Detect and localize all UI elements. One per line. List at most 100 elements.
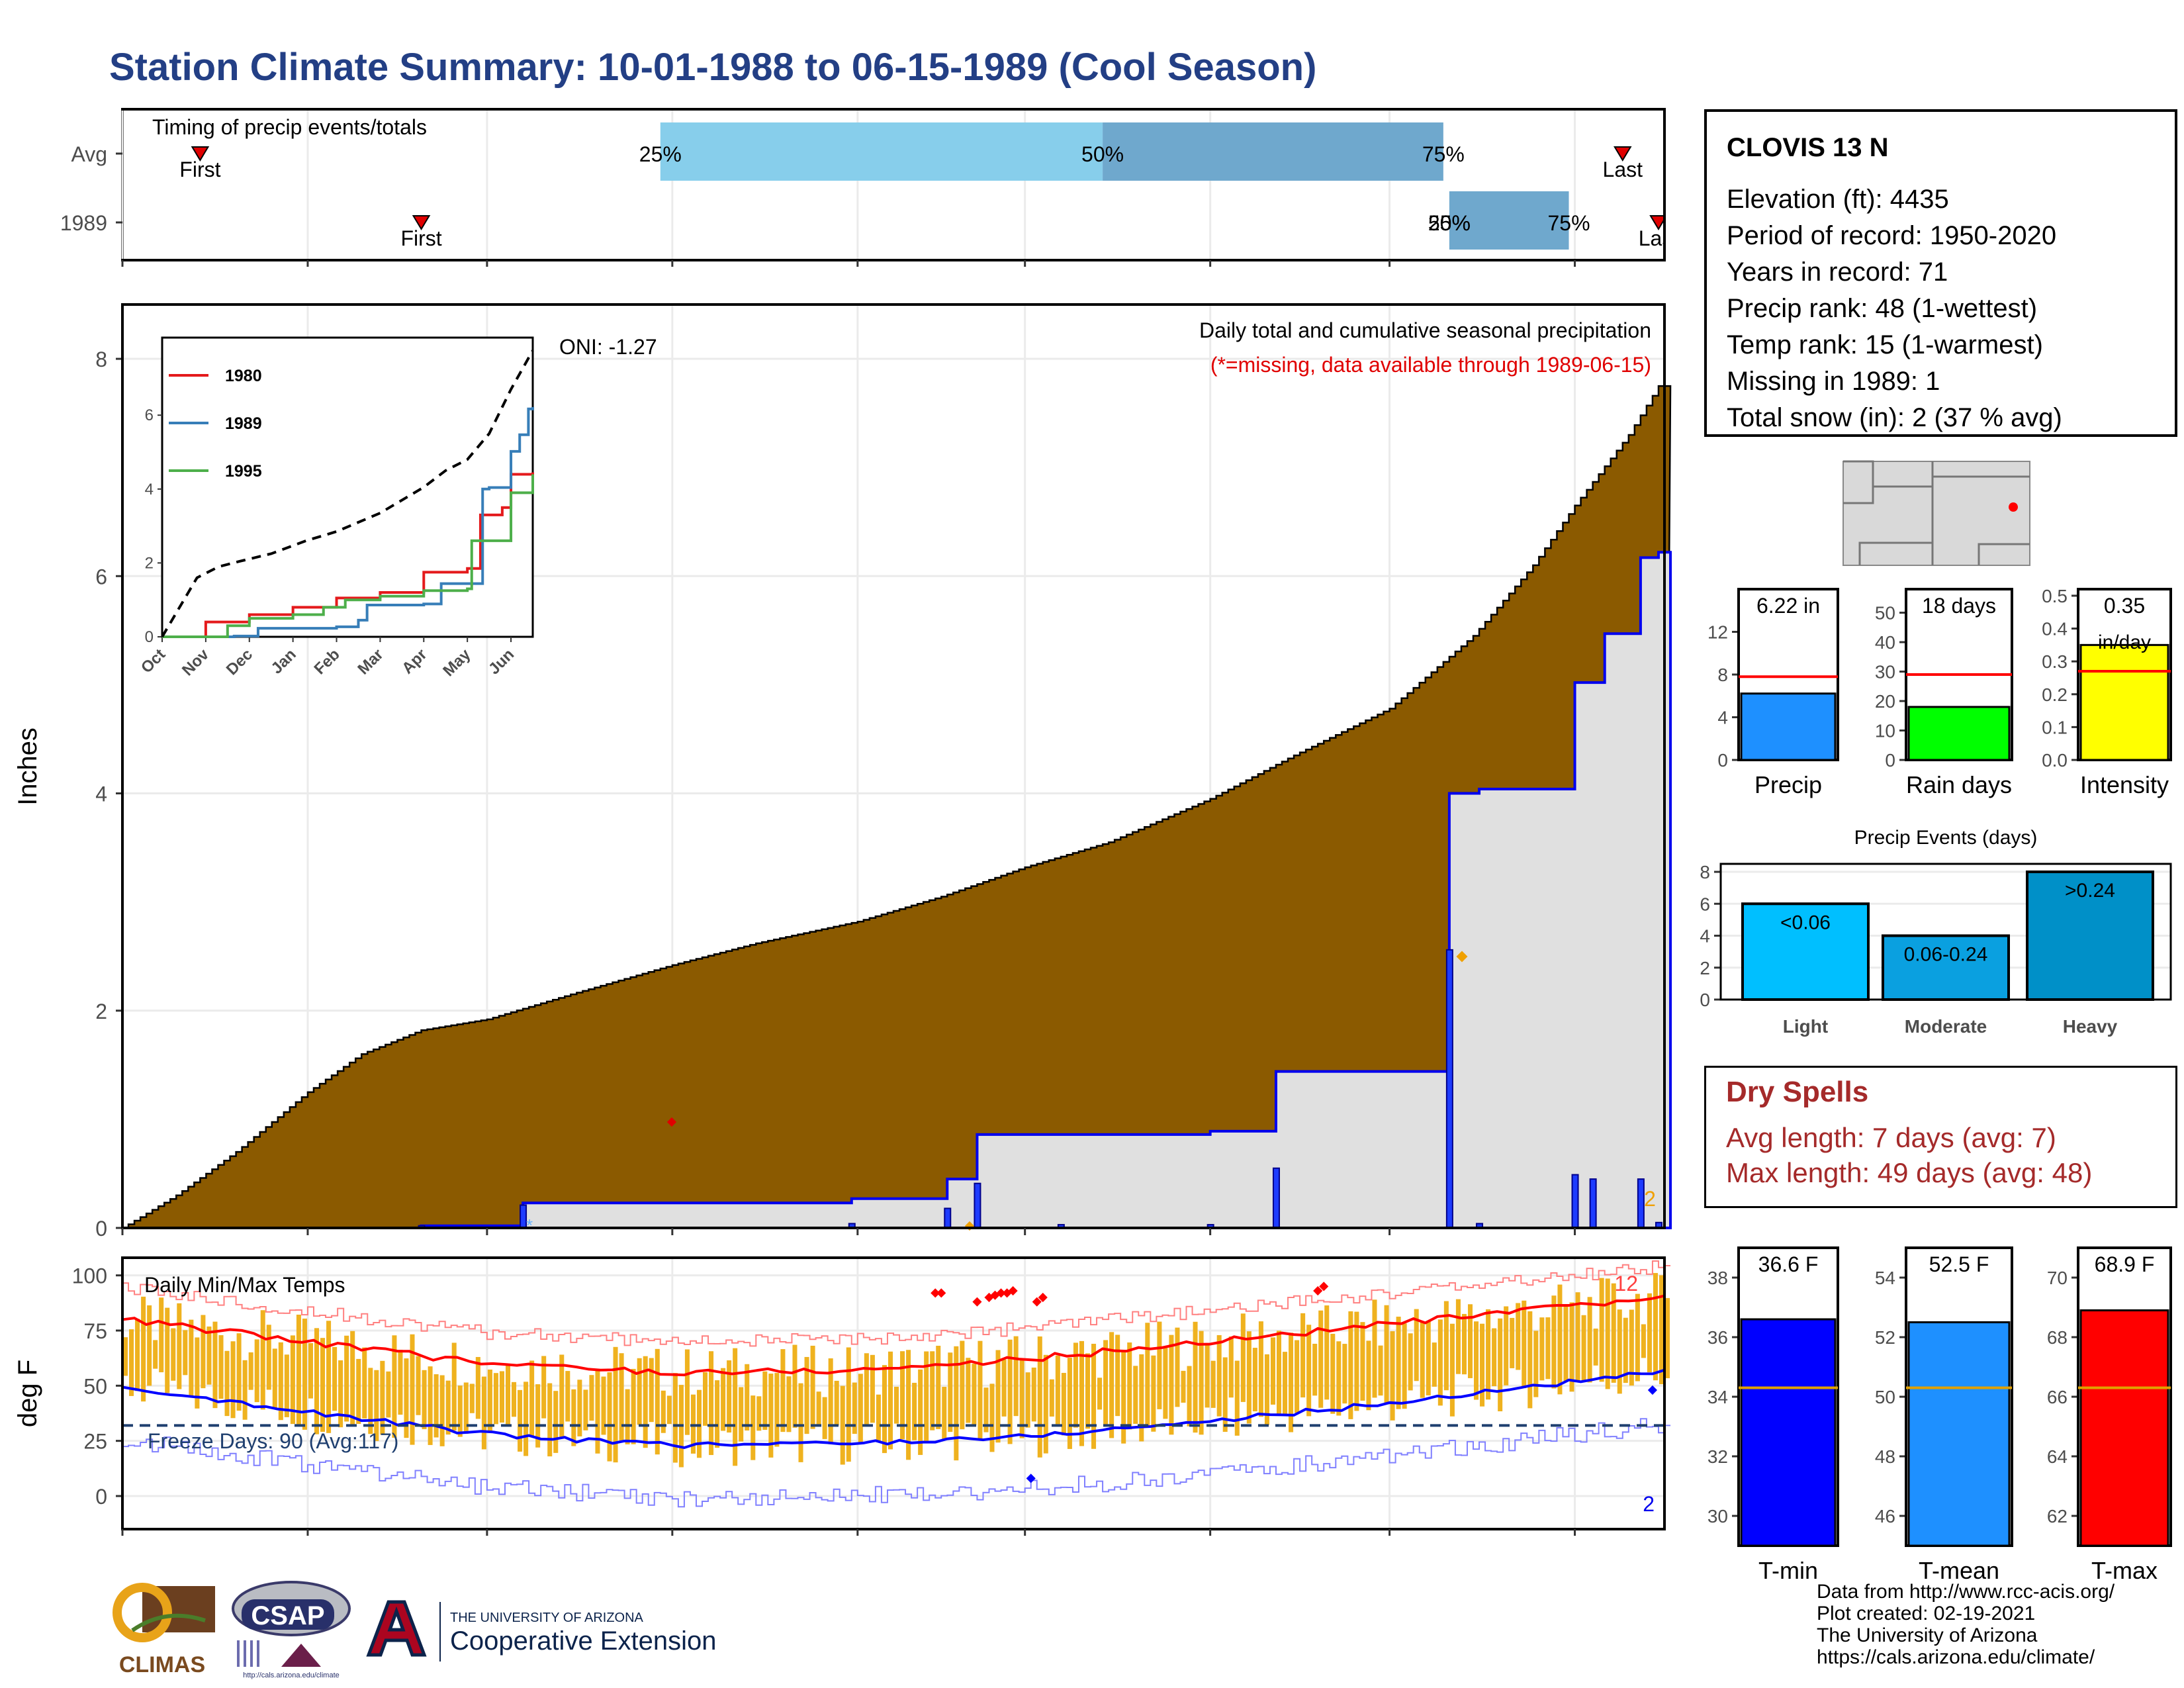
temp-daily-bar xyxy=(1109,1332,1115,1438)
temp-record-high-marker xyxy=(1313,1286,1323,1296)
temp-daily-bar xyxy=(1246,1331,1251,1424)
temp-daily-bar xyxy=(1527,1311,1533,1409)
footer-line-data: Data from http://www.rcc-acis.org/ xyxy=(1817,1581,2115,1603)
tmax-y-tick-label: 70 xyxy=(2047,1268,2068,1288)
precip-events-category-label: Light xyxy=(1783,1016,1828,1037)
temp-daily-bar xyxy=(260,1310,265,1410)
temp-daily-bar xyxy=(1480,1323,1485,1407)
tmin-category-label: T-min xyxy=(1758,1557,1818,1584)
temp-daily-bar xyxy=(344,1335,349,1422)
state-map-border xyxy=(1978,543,2030,565)
temp-daily-bar xyxy=(1199,1331,1204,1435)
precip-1989-cumulative-area xyxy=(122,551,1672,1229)
tmin-y-tick-label: 36 xyxy=(1707,1327,1728,1348)
intensity-y-tick-label: 0.3 xyxy=(2042,651,2068,672)
ua-logo-graphic: THE UNIVERSITY OF ARIZONA Cooperative Ex… xyxy=(366,1600,716,1662)
station-missing: Missing in 1989: 1 xyxy=(1727,367,1940,396)
timeline-first-label: First xyxy=(400,226,441,250)
temp-daily-bar xyxy=(565,1371,570,1422)
temp-daily-bar xyxy=(1151,1355,1156,1432)
timeline-p50-label: 50% xyxy=(1081,142,1124,166)
temp-daily-bar xyxy=(1516,1303,1521,1370)
climas-logo-text: CLIMAS xyxy=(119,1652,205,1677)
temp-daily-bar xyxy=(1306,1325,1312,1417)
temp-daily-bar xyxy=(1115,1335,1120,1417)
temp-daily-bar xyxy=(1533,1331,1539,1397)
temp-daily-bar xyxy=(135,1319,140,1391)
temp-daily-bar xyxy=(350,1331,355,1425)
precip-events-y-tick-label: 0 xyxy=(1700,990,1710,1010)
timeline-first-marker xyxy=(412,215,431,230)
temp-daily-bar xyxy=(619,1353,624,1442)
timeline-first-label: First xyxy=(179,158,220,181)
temp-avg-min-line xyxy=(122,1368,1665,1450)
tmin-bar xyxy=(1740,1318,1837,1547)
temp-daily-bar xyxy=(230,1341,236,1419)
temp-daily-bar xyxy=(296,1314,301,1425)
temp-daily-bar xyxy=(792,1344,797,1428)
temp-panel-border xyxy=(121,1256,1666,1530)
temp-daily-bar xyxy=(1593,1329,1598,1366)
temp-daily-bar xyxy=(1091,1344,1097,1449)
temp-daily-bar xyxy=(242,1360,248,1420)
tmean-y-tick-label: 54 xyxy=(1875,1268,1895,1288)
temp-daily-bar xyxy=(954,1346,959,1461)
temp-daily-bar xyxy=(308,1343,313,1399)
temp-daily-bar xyxy=(153,1340,158,1369)
temp-daily-bar xyxy=(1037,1336,1042,1458)
temp-chart: 0255075100OctNovDecJanFebMarAprMayJunDai… xyxy=(13,1256,1671,1536)
temp-daily-bar xyxy=(1330,1333,1336,1414)
temp-daily-bar xyxy=(236,1333,242,1411)
precip-y-axis-label: Inches xyxy=(13,727,42,806)
temp-daily-bar xyxy=(1396,1317,1401,1409)
temp-daily-bar xyxy=(690,1394,696,1454)
temp-y-tick-label: 25 xyxy=(83,1430,107,1454)
temp-daily-bar xyxy=(1049,1379,1054,1417)
temp-daily-bar xyxy=(487,1369,492,1433)
tmin-y-tick-label: 30 xyxy=(1707,1506,1728,1526)
temp-daily-bar xyxy=(810,1345,815,1429)
temp-daily-bar xyxy=(493,1373,498,1425)
temp-record-low-marker xyxy=(1026,1474,1036,1483)
temp-daily-bar xyxy=(595,1369,600,1454)
station-period: Period of record: 1950-2020 xyxy=(1727,221,2057,250)
intensity-y-tick-label: 0.1 xyxy=(2042,717,2068,737)
temp-daily-bar xyxy=(972,1364,977,1426)
temp-daily-bar xyxy=(469,1383,475,1413)
temp-y-tick-label: 75 xyxy=(83,1319,107,1343)
temp-daily-bar xyxy=(523,1382,529,1456)
precip-y-tick-label: 6 xyxy=(95,565,107,588)
precip-total-value-label: 6.22 in xyxy=(1756,594,1820,618)
temp-daily-bar xyxy=(1336,1341,1342,1416)
temp-daily-bar xyxy=(147,1305,152,1386)
station-name: CLOVIS 13 N xyxy=(1727,133,1889,162)
tmin-y-tick-label: 38 xyxy=(1707,1268,1728,1288)
temp-daily-bar xyxy=(1025,1372,1030,1428)
temp-daily-bar xyxy=(457,1385,463,1437)
temp-daily-bar xyxy=(1348,1311,1353,1419)
temp-daily-bar xyxy=(278,1342,283,1421)
temp-daily-bar xyxy=(1635,1293,1640,1382)
temp-daily-bar xyxy=(386,1371,391,1418)
temp-daily-bar xyxy=(1289,1333,1294,1432)
temp-daily-bar xyxy=(751,1395,756,1460)
temp-daily-bar xyxy=(631,1368,636,1444)
temp-daily-bar xyxy=(870,1354,875,1423)
tmean-category-label: T-mean xyxy=(1919,1557,1999,1584)
station-years: Years in record: 71 xyxy=(1727,258,1948,287)
temp-daily-bar xyxy=(1318,1310,1324,1408)
temp-daily-bar xyxy=(1408,1333,1413,1391)
temp-daily-bar xyxy=(1001,1359,1007,1417)
precip-events-value-label: 0.06-0.24 xyxy=(1904,944,1988,966)
timeline-p25-label: 25% xyxy=(1428,211,1471,235)
temp-daily-bar xyxy=(745,1364,750,1430)
temp-daily-bar xyxy=(1354,1311,1359,1411)
timeline-last-label: Last xyxy=(1603,158,1643,181)
temp-daily-bar xyxy=(696,1389,702,1458)
temp-daily-bar xyxy=(1264,1354,1269,1425)
temp-daily-bar xyxy=(1019,1358,1024,1438)
temp-daily-bar xyxy=(433,1374,439,1438)
temp-daily-bar xyxy=(721,1368,726,1431)
intensity-y-tick-label: 0.4 xyxy=(2042,619,2068,639)
temp-daily-bar xyxy=(1139,1354,1144,1442)
